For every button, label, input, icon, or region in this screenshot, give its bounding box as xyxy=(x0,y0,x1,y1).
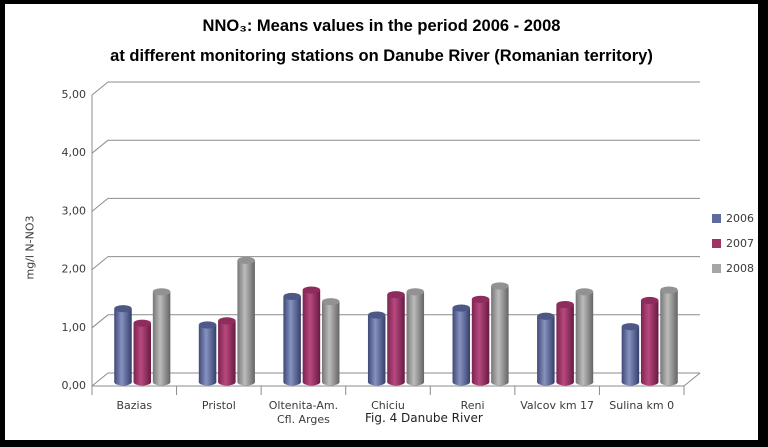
ytick-label-2: 2,00 xyxy=(62,263,87,276)
xtick-label-3-line1: Chiciu xyxy=(371,399,405,412)
bar-2008-valcov-km-17 xyxy=(575,291,594,382)
bar-2007-sulina-km-0 xyxy=(640,300,659,382)
ytick-label-3: 3,00 xyxy=(62,204,87,217)
bar-2008-bazias xyxy=(152,291,171,382)
ytick-label-1: 1,00 xyxy=(62,321,87,334)
bar-2006-pristol xyxy=(198,324,217,382)
xtick-label-0-line1: Bazias xyxy=(116,399,152,412)
gridline-connector-0 xyxy=(91,372,109,387)
ytick-label-5: 5,00 xyxy=(62,88,87,101)
gridline-connector-1 xyxy=(91,314,109,329)
bar-2008-chiciu xyxy=(406,291,425,382)
bar-2007-reni xyxy=(471,299,490,382)
xtick-label-1-line1: Pristol xyxy=(202,399,236,412)
chart-title-line2: at different monitoring stations on Danu… xyxy=(110,47,653,65)
gridline-connector-3 xyxy=(91,198,109,212)
bar-2006-bazias xyxy=(114,308,132,382)
bar-cap-2008-chiciu xyxy=(406,288,425,296)
bar-cap-2007-sulina-km-0 xyxy=(640,296,659,305)
ytick-label-0: 0,00 xyxy=(62,379,87,392)
bar-cap-2007-pristol xyxy=(218,317,236,325)
bar-cap-2008-oltenita-am-cfl-arges xyxy=(321,298,340,306)
bar-cap-2008-pristol xyxy=(237,256,255,264)
bar-2006-sulina-km-0 xyxy=(621,326,640,382)
chart-plot-area: 0,00 1,00 2,00 3,00 4,00 5,00 Bazias Pristol Olt… xyxy=(62,81,701,426)
bar-cap-2007-oltenita-am-cfl-arges xyxy=(302,286,321,294)
bar-2007-bazias xyxy=(133,323,152,382)
gridline-connector-4 xyxy=(91,139,109,154)
bar-cap-2008-bazias xyxy=(152,288,171,296)
bar-cap-2006-oltenita-am-cfl-arges xyxy=(283,292,301,301)
gridline-connector-5 xyxy=(91,81,109,96)
bar-2006-reni xyxy=(452,308,471,382)
bar-2008-sulina-km-0 xyxy=(660,290,678,382)
xtick-label-5-line1: Valcov km 17 xyxy=(520,399,594,412)
bar-cap-2007-reni xyxy=(471,295,490,303)
legend-swatch-2008 xyxy=(712,264,721,273)
bar-cap-2006-reni xyxy=(452,304,471,312)
xtick-label-6-line1: Sulina km 0 xyxy=(609,399,674,412)
bar-2007-chiciu xyxy=(387,294,405,382)
bar-2008-oltenita-am-cfl-arges xyxy=(321,301,340,382)
gridline-connector-2 xyxy=(91,256,109,270)
bar-cap-2006-pristol xyxy=(198,321,217,329)
bar-cap-2006-chiciu xyxy=(367,311,386,319)
ytick-label-4: 4,00 xyxy=(62,146,87,159)
legend-label-2006: 2006 xyxy=(726,212,754,225)
bar-2006-oltenita-am-cfl-arges xyxy=(283,296,301,382)
bar-2007-pristol xyxy=(218,320,236,382)
bar-cap-2008-sulina-km-0 xyxy=(660,286,678,294)
xtick-label-2-line1: Oltenita-Am. xyxy=(269,399,338,412)
bar-cap-2007-bazias xyxy=(133,319,152,327)
bar-cap-2007-valcov-km-17 xyxy=(556,300,574,309)
xtick-label-4-line1: Reni xyxy=(461,399,485,412)
bar-cap-2008-reni xyxy=(491,282,509,290)
bar-2006-chiciu xyxy=(367,315,386,382)
bar-2007-valcov-km-17 xyxy=(556,304,574,382)
legend-label-2008: 2008 xyxy=(726,262,754,275)
legend-label-2007: 2007 xyxy=(726,237,754,250)
bar-cap-2006-sulina-km-0 xyxy=(621,323,640,331)
floor-right-edge xyxy=(683,372,701,387)
bar-2007-oltenita-am-cfl-arges xyxy=(302,290,321,382)
chart-title: NNO₃: Means values in the period 2006 - … xyxy=(5,11,758,71)
legend: 2006 2007 2008 xyxy=(712,213,754,288)
legend-item-2008: 2008 xyxy=(712,263,754,274)
legend-swatch-2007 xyxy=(712,239,721,248)
bar-cap-2008-valcov-km-17 xyxy=(575,288,594,296)
legend-item-2006: 2006 xyxy=(712,213,754,224)
legend-item-2007: 2007 xyxy=(712,238,754,249)
bar-2008-reni xyxy=(491,285,509,382)
figure-caption: Fig. 4 Danube River xyxy=(365,411,483,425)
xtick-label-2-line2: Cfl. Arges xyxy=(277,413,330,426)
bar-cap-2006-valcov-km-17 xyxy=(537,312,555,320)
legend-swatch-2006 xyxy=(712,214,721,223)
bar-2006-valcov-km-17 xyxy=(537,316,555,382)
bar-cap-2006-bazias xyxy=(114,305,132,313)
bar-2008-pristol xyxy=(237,260,255,382)
chart-title-line1: NNO₃: Means values in the period 2006 - … xyxy=(202,17,561,35)
bar-cap-2007-chiciu xyxy=(387,291,405,299)
